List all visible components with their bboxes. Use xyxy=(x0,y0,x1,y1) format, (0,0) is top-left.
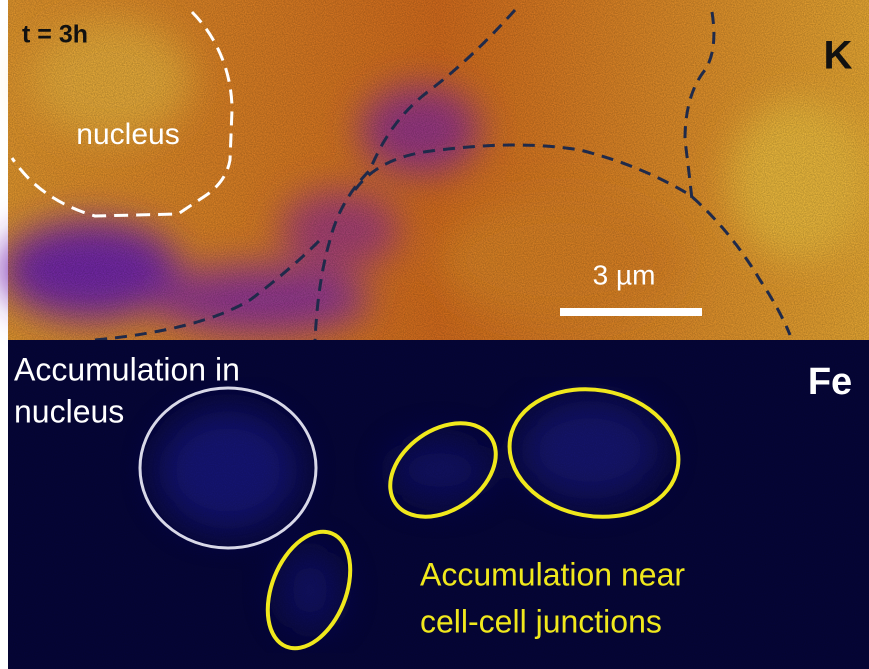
k-panel: t = 3h K nucleus 3 µm xyxy=(0,0,869,340)
scale-bar-label: 3 µm xyxy=(593,259,656,290)
fe-panel: Accumulation in nucleus Fe Accumulation … xyxy=(8,340,869,669)
junction-note: Accumulation near xyxy=(420,556,685,592)
nucleus-label: nucleus xyxy=(76,118,179,151)
figure: t = 3h K nucleus 3 µm Accumulation in nu… xyxy=(0,0,869,669)
nucleus-note: nucleus xyxy=(14,393,124,429)
junction-note: cell-cell junctions xyxy=(420,603,662,639)
element-label: K xyxy=(824,34,853,78)
time-label: t = 3h xyxy=(22,21,88,49)
element-label: Fe xyxy=(808,361,852,403)
nucleus-note: Accumulation in xyxy=(14,351,240,387)
